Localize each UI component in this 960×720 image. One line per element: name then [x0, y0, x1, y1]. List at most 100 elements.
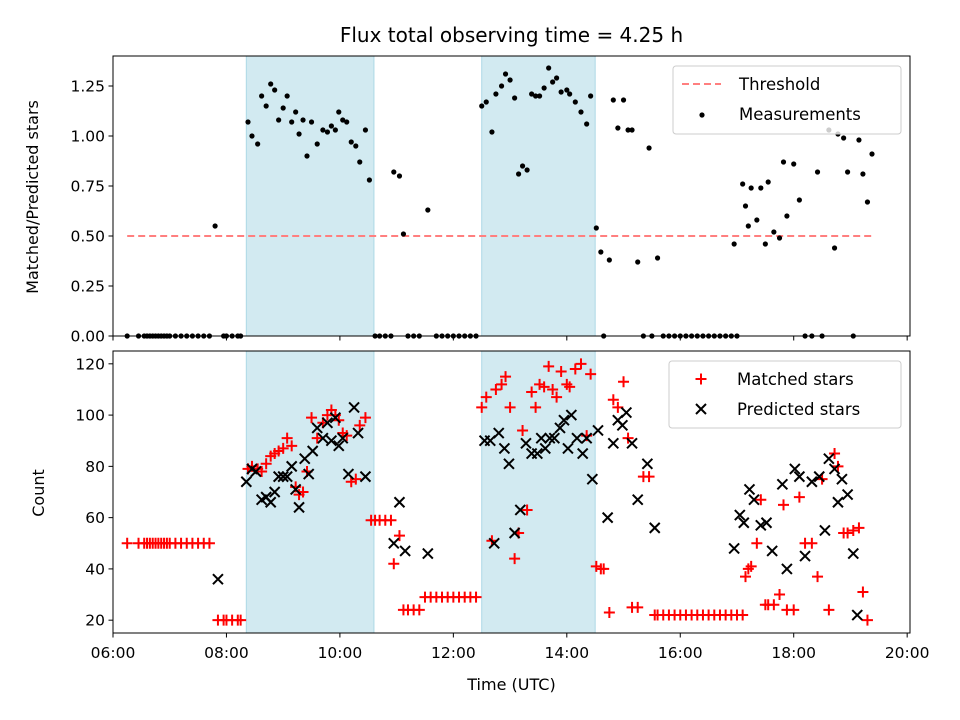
bottom-matched-point [585, 368, 597, 380]
bottom-predicted-point [580, 432, 593, 444]
top-measurement-point [366, 177, 373, 183]
bottom-predicted-point [268, 486, 281, 498]
bottom-predicted-point [503, 458, 515, 470]
bottom-matched-point [857, 586, 869, 598]
top-measurement-point [791, 161, 797, 167]
top-measurement-point [391, 169, 397, 175]
top-measurement-point [324, 129, 331, 135]
bottom-predicted-point [748, 493, 760, 506]
top-measurement-point [606, 257, 612, 263]
top-y-tick-label: 1.00 [70, 128, 105, 146]
bottom-predicted-point [352, 427, 364, 439]
bottom-shaded-interval [245, 350, 375, 634]
bottom-matched-point [388, 558, 400, 570]
top-measurement-point [245, 119, 251, 125]
top-measurement-point [860, 171, 866, 177]
top-measurement-point [841, 135, 847, 141]
bottom-y-tick-label: 20 [85, 612, 105, 630]
top-measurement-point [567, 91, 573, 97]
bottom-y-tick-label: 80 [85, 458, 105, 476]
bottom-predicted-point [212, 573, 224, 585]
top-chart-title: Flux total observing time = 4.25 h [340, 23, 683, 47]
bottom-predicted-point [302, 468, 315, 480]
bottom-predicted-point [333, 440, 345, 452]
top-y-tick-label: 0.25 [70, 278, 105, 296]
bottom-matched-point [632, 601, 644, 613]
bottom-x-tick-label: 06:00 [91, 644, 136, 662]
bottom-predicted-point [806, 476, 818, 488]
bottom-predicted-point [819, 524, 831, 537]
top-measurement-point [320, 127, 326, 133]
bottom-matched-point [509, 553, 521, 565]
top-measurement-point [524, 167, 530, 173]
top-measurement-point [300, 117, 306, 123]
top-measurement-point [340, 117, 346, 123]
bottom-predicted-point [329, 411, 342, 424]
bottom-matched-point [504, 401, 516, 413]
top-measurement-point [598, 249, 604, 255]
bottom-predicted-point [776, 478, 789, 491]
bottom-matched-point [480, 391, 492, 403]
bottom-predicted-point [781, 563, 793, 575]
legend-matched-label: Matched stars [737, 370, 854, 389]
top-measurement-point [635, 259, 641, 265]
bottom-predicted-point [632, 493, 644, 506]
top-measurement-point [308, 119, 315, 125]
top-measurement-point [740, 181, 746, 187]
bottom-predicted-point [813, 470, 825, 483]
top-measurement-point [864, 199, 871, 205]
bottom-matched-point [496, 378, 508, 390]
bottom-predicted-point [626, 437, 638, 449]
top-measurement-point [533, 93, 539, 99]
bottom-matched-point [788, 604, 800, 616]
top-measurement-point [762, 241, 768, 247]
bottom-predicted-point [760, 517, 773, 529]
top-measurement-point [780, 159, 787, 165]
bottom-matched-point [385, 514, 397, 526]
bottom-predicted-point [498, 442, 511, 455]
bottom-matched-point [547, 383, 559, 395]
bottom-matched-point [526, 386, 538, 398]
top-measurement-point [646, 145, 652, 151]
top-measurement-point [748, 185, 754, 191]
top-measurement-point [536, 93, 543, 99]
bottom-plot-frame [112, 350, 911, 634]
bottom-predicted-point [359, 470, 372, 483]
bottom-matched-point [256, 465, 268, 477]
top-y-tick-label: 1.25 [70, 78, 105, 96]
bottom-predicted-point [616, 419, 629, 432]
bottom-predicted-point [514, 504, 527, 516]
top-measurement-point [654, 255, 661, 261]
top-measurement-point [293, 109, 299, 115]
bottom-predicted-point [738, 517, 750, 529]
bottom-x-tick-label: 12:00 [431, 644, 476, 662]
top-measurement-point [731, 241, 737, 247]
bottom-predicted-point [240, 476, 253, 488]
top-measurement-point [498, 83, 505, 89]
bottom-y-axis-label: Count [29, 469, 48, 517]
top-y-axis-label: Matched/Predicted stars [23, 100, 42, 294]
bottom-legend: Matched stars Predicted stars [668, 360, 902, 429]
top-measurement-point [344, 119, 350, 125]
top-measurement-point [814, 169, 821, 175]
bottom-matched-point [737, 609, 749, 621]
bottom-matched-point [500, 371, 512, 383]
top-measurement-point [493, 91, 499, 97]
bottom-x-tick-label: 16:00 [658, 644, 703, 662]
bottom-predicted-point [565, 409, 578, 421]
top-measurement-point [479, 103, 485, 109]
bottom-predicted-point [823, 452, 835, 465]
top-measurement-point [771, 229, 777, 235]
bottom-matched-point [853, 522, 865, 534]
bottom-matched-point [521, 504, 533, 516]
top-measurement-point [259, 93, 265, 99]
bottom-matched-point [306, 412, 318, 424]
bottom-predicted-point [277, 470, 289, 483]
top-measurement-point [578, 109, 584, 115]
bottom-x-tick-label: 18:00 [771, 644, 816, 662]
bottom-predicted-point [281, 470, 293, 483]
bottom-matched-point [277, 442, 289, 454]
bottom-predicted-point [828, 463, 841, 475]
top-measurement-point [276, 117, 282, 123]
bottom-matched-point [281, 432, 293, 444]
